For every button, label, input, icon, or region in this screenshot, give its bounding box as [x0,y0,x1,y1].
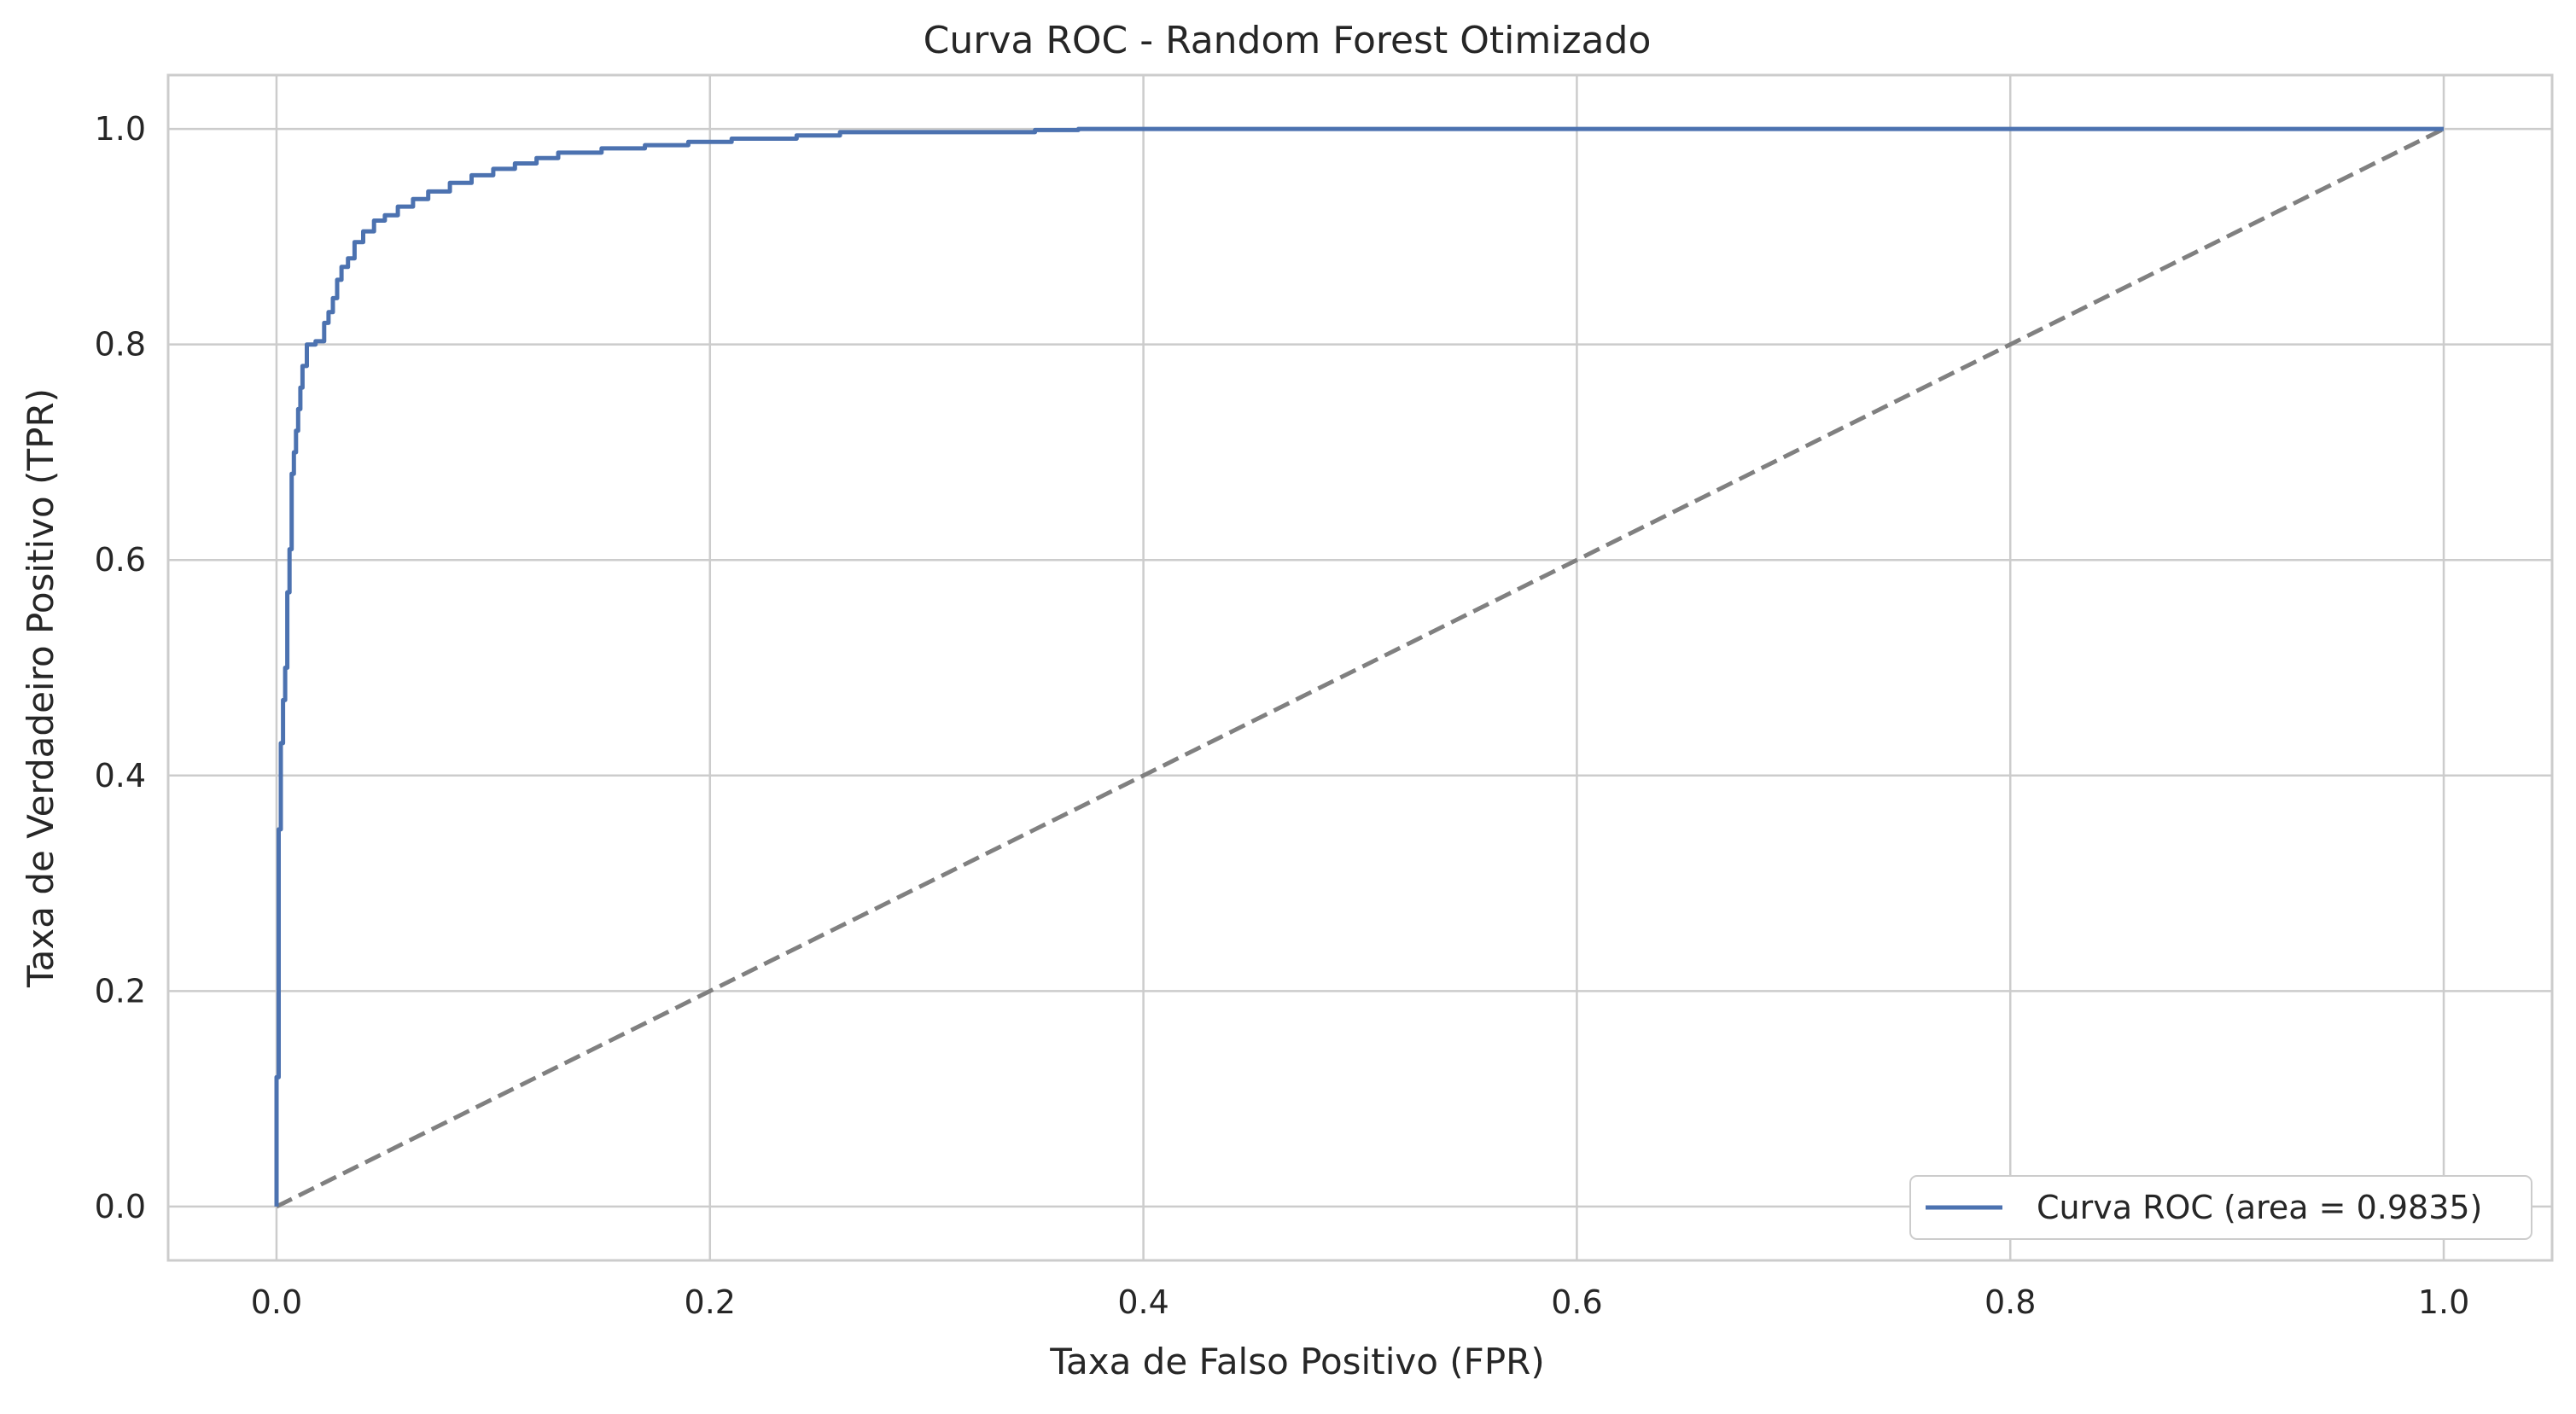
chart-title: Curva ROC - Random Forest Otimizado [924,19,1652,62]
roc-curve-line [274,126,2444,1207]
legend-box [1909,1175,2532,1240]
x-tick-label: 0.8 [1984,1283,2036,1321]
y-tick-label: 0.0 [95,1188,146,1225]
y-axis-title: Taxa de Verdadeiro Positivo (TPR) [20,388,61,988]
x-tick-label: 0.0 [251,1283,302,1321]
x-tick-label: 0.2 [685,1283,736,1321]
tick-layer: 0.0 0.2 0.4 0.6 0.8 1.0 0.0 0.2 0.4 0.6 0.8 1.0 [95,110,2470,1321]
y-tick-label: 0.8 [95,326,146,364]
y-tick-label: 1.0 [95,110,146,148]
plot-frame [166,73,2554,1262]
legend-label-roc: Curva ROC (area = 0.9835) [2037,1189,2482,1226]
legend: Curva ROC (area = 0.9835) [1909,1175,2532,1240]
x-tick-label: 0.6 [1551,1283,1602,1321]
random-baseline-line [275,126,2445,1209]
x-tick-label: 1.0 [2418,1283,2469,1321]
y-tick-label: 0.4 [95,757,146,794]
frame-layer [166,73,2554,1262]
grid-layer [168,75,2552,1260]
y-tick-label: 0.2 [95,972,146,1010]
y-tick-label: 0.6 [95,541,146,579]
x-tick-label: 0.4 [1117,1283,1169,1321]
series-layer [274,126,2445,1209]
x-axis-title: Taxa de Falso Positivo (FPR) [1049,1341,1544,1382]
